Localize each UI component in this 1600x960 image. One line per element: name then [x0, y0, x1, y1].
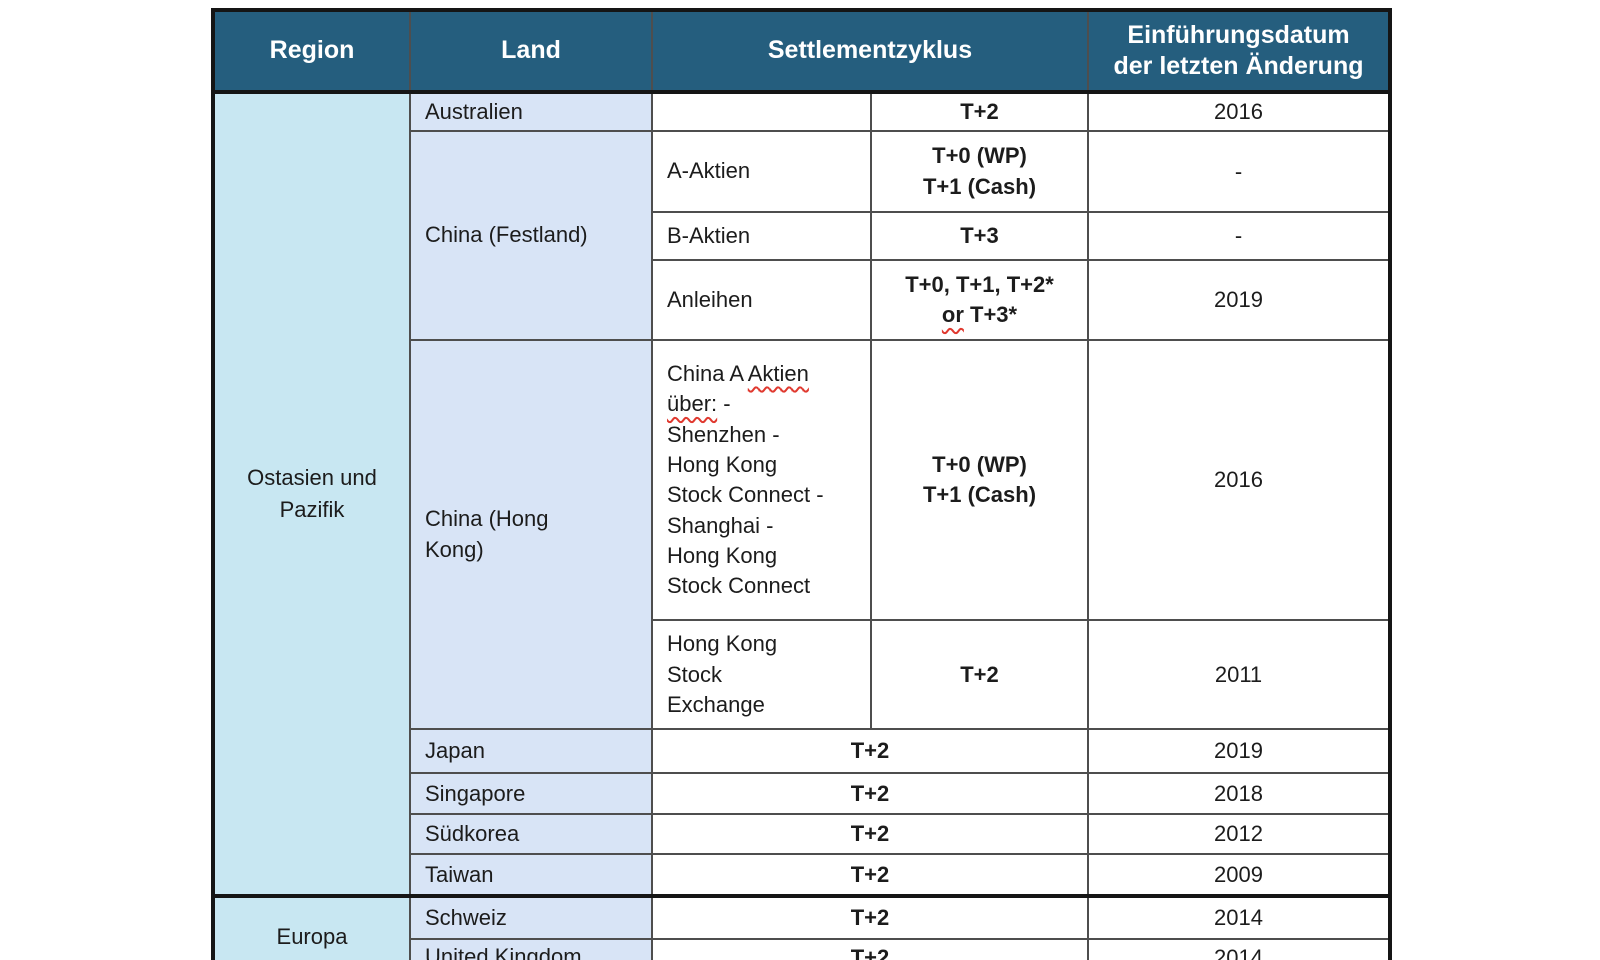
row-china-hongkong-stock-connect: China (Hong Kong) China A Aktien über: - S… — [213, 339, 1391, 731]
land-singapore: Singapore — [409, 772, 653, 816]
cycle-united-kingdom: T+2 — [651, 938, 1089, 960]
row-china-festland-a-aktien: China (Festland) A-Aktien T+0 (WP) T+1 (… — [213, 129, 1391, 342]
header-introduction-date: Einführungsdatum der letzten Änderung — [1087, 9, 1391, 94]
row-suedkorea: Südkorea T+2 2012 — [213, 813, 1391, 856]
date-united-kingdom: 2014 — [1087, 938, 1391, 960]
cycle-australien: T+2 — [870, 91, 1089, 132]
row-united-kingdom: United Kingdom T+2 2014 — [213, 938, 1391, 960]
settlement-cycle-table: Region Land Settlementzyklus Einführungs… — [211, 8, 1392, 960]
misspelled-word-or: or — [941, 302, 964, 328]
instrument-hongkong-stock-exchange: Hong Kong Stock Exchange — [651, 619, 872, 731]
instrument-text-seg4: - — [717, 391, 731, 417]
cycle-china-a-aktien: T+0 (WP) T+1 (Cash) — [870, 339, 1089, 622]
cycle-anleihen-line2-rest: T+3* — [963, 302, 1018, 328]
cycle-anleihen: T+0, T+1, T+2* or T+3* — [870, 259, 1089, 342]
date-china-a-aktien: 2016 — [1087, 339, 1391, 622]
instrument-a-aktien: A-Aktien — [651, 130, 872, 213]
cycle-japan: T+2 — [651, 728, 1089, 775]
cycle-a-aktien: T+0 (WP) T+1 (Cash) — [870, 130, 1089, 213]
misspelled-word-aktien: Aktien — [747, 360, 809, 386]
instrument-australien-empty — [651, 91, 872, 132]
instrument-text-seg1: China A — [667, 360, 748, 386]
cycle-hongkong-stock-exchange: T+2 — [870, 619, 1089, 731]
date-a-aktien: - — [1087, 130, 1391, 213]
date-suedkorea: 2012 — [1087, 813, 1391, 856]
date-schweiz: 2014 — [1087, 894, 1391, 941]
row-japan: Japan T+2 2019 — [213, 728, 1391, 775]
cycle-anleihen-line1: T+0, T+1, T+2* — [905, 272, 1054, 297]
row-singapore: Singapore T+2 2018 — [213, 772, 1391, 816]
header-land: Land — [409, 9, 653, 94]
date-japan: 2019 — [1087, 728, 1391, 775]
row-china-festland-anleihen: Anleihen T+0, T+1, T+2* or T+3* 2019 — [213, 259, 1391, 342]
date-taiwan: 2009 — [1087, 853, 1391, 898]
land-china-festland: China (Festland) — [409, 129, 653, 342]
date-anleihen: 2019 — [1087, 259, 1391, 342]
land-japan: Japan — [409, 728, 653, 775]
row-china-festland-b-aktien: B-Aktien T+3 - — [213, 210, 1391, 262]
instrument-anleihen: Anleihen — [651, 259, 872, 342]
land-taiwan: Taiwan — [409, 853, 653, 898]
row-schweiz: Europa Schweiz T+2 2014 — [212, 894, 1391, 960]
land-schweiz: Schweiz — [409, 894, 653, 941]
cycle-taiwan: T+2 — [651, 853, 1089, 898]
misspelled-word-ueber: über: — [667, 391, 718, 417]
instrument-b-aktien: B-Aktien — [651, 210, 872, 262]
date-singapore: 2018 — [1087, 772, 1391, 816]
date-australien: 2016 — [1087, 91, 1391, 132]
cycle-suedkorea: T+2 — [651, 813, 1089, 856]
instrument-china-a-aktien-stock-connect: China A Aktien über: - Shenzhen - Hong Kon… — [651, 339, 872, 622]
instrument-text-rest: Shenzhen - Hong Kong Stock Connect - Sha… — [667, 421, 824, 599]
cycle-singapore: T+2 — [651, 772, 1089, 816]
row-taiwan: Taiwan T+2 2009 — [213, 853, 1391, 898]
region-east-asia-pacific: Ostasien und Pazifik — [212, 90, 411, 898]
header-region: Region — [212, 9, 411, 94]
header-row: Region Land Settlementzyklus Einführungs… — [212, 9, 1391, 94]
land-australien: Australien — [409, 91, 653, 132]
row-australien: Ostasien und Pazifik Australien T+2 2016 — [212, 90, 1391, 898]
land-united-kingdom: United Kingdom — [409, 938, 653, 960]
region-europa: Europa — [212, 894, 411, 960]
land-suedkorea: Südkorea — [409, 813, 653, 856]
row-hongkong-stock-exchange: Hong Kong Stock Exchange T+2 2011 — [213, 619, 1391, 731]
header-settlement-cycle: Settlementzyklus — [651, 9, 1089, 94]
cycle-b-aktien: T+3 — [870, 210, 1089, 262]
date-hongkong-stock-exchange: 2011 — [1087, 619, 1391, 731]
land-china-hongkong: China (Hong Kong) — [409, 339, 653, 731]
date-b-aktien: - — [1087, 210, 1391, 262]
cycle-schweiz: T+2 — [651, 894, 1089, 941]
